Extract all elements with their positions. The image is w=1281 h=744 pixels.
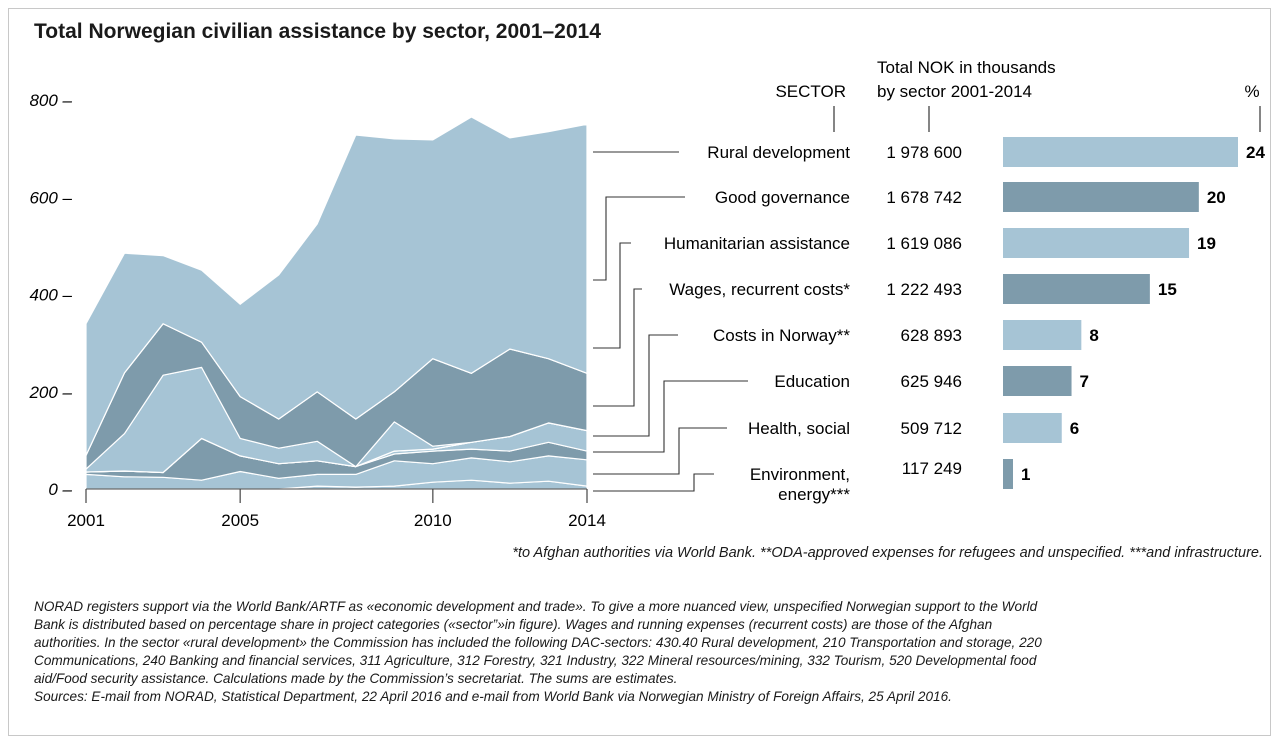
bar: [1003, 137, 1238, 167]
sector-label: Wages, recurrent costs*: [669, 280, 850, 299]
y-tick-label: 400 –: [29, 286, 72, 305]
notes-line: Bank is distributed based on percentage …: [34, 617, 993, 632]
x-tick-label: 2001: [67, 511, 105, 530]
bar: [1003, 182, 1199, 212]
header-percent: %: [1244, 82, 1259, 101]
sector-label: Costs in Norway**: [713, 326, 850, 345]
notes-line: authorities. In the sector «rural develo…: [34, 635, 1042, 650]
notes-line: Communications, 240 Banking and financia…: [34, 653, 1037, 668]
bar: [1003, 413, 1062, 443]
y-tick-label: 800 –: [29, 91, 72, 110]
sector-total: 1 222 493: [886, 280, 962, 299]
footnote: *to Afghan authorities via World Bank. *…: [512, 545, 1263, 561]
leader-line: [593, 196, 685, 281]
notes: NORAD registers support via the World Ba…: [34, 598, 1249, 706]
x-tick-label: 2014: [568, 511, 606, 530]
header-total-line2: by sector 2001-2014: [877, 82, 1032, 101]
bar-value-label: 15: [1158, 280, 1177, 299]
bar-value-label: 6: [1070, 419, 1079, 438]
sector-total: 117 249: [902, 459, 962, 478]
x-tick-label: 2005: [221, 511, 259, 530]
bar-value-label: 20: [1207, 188, 1226, 207]
bar-value-label: 1: [1021, 465, 1030, 484]
sector-total: 1 978 600: [886, 143, 962, 162]
bar: [1003, 459, 1013, 489]
bar-value-label: 24: [1246, 143, 1265, 162]
bar-chart: 24 20 19 15 8 7 6 1: [1003, 137, 1265, 489]
notes-line: Sources: E-mail from NORAD, Statistical …: [34, 689, 952, 704]
sector-total: 509 712: [901, 419, 962, 438]
header-total-line1: Total NOK in thousands: [877, 58, 1056, 77]
area-rural-development-upper: [85, 116, 588, 456]
leader-line: [593, 242, 631, 349]
leader-line: [593, 334, 678, 437]
figure-frame: [8, 8, 1271, 736]
sector-table: SECTOR Total NOK in thousands by sector …: [664, 58, 1261, 504]
leader-lines: [593, 151, 748, 492]
chart-title: Total Norwegian civilian assistance by s…: [34, 20, 601, 43]
sector-total: 628 893: [901, 326, 962, 345]
header-sector: SECTOR: [775, 82, 846, 101]
y-tick-label: 600 –: [29, 188, 72, 207]
sector-total: 625 946: [901, 372, 962, 391]
bar-value-label: 19: [1197, 234, 1216, 253]
bar: [1003, 228, 1190, 258]
sector-total: 1 619 086: [886, 234, 962, 253]
leader-line: [593, 380, 748, 453]
notes-line: aid/Food security assistance. Calculatio…: [34, 671, 678, 686]
notes-line: NORAD registers support via the World Ba…: [34, 599, 1038, 614]
sector-label: Good governance: [715, 188, 850, 207]
rural-development-top-band: [85, 116, 588, 456]
sector-label: Humanitarian assistance: [664, 234, 850, 253]
bar: [1003, 366, 1072, 396]
leader-line: [593, 288, 642, 407]
sector-label: Rural development: [707, 143, 850, 162]
sector-label: Education: [774, 372, 850, 391]
leader-line: [593, 473, 714, 492]
sector-label: Environment,: [750, 465, 850, 484]
bar: [1003, 274, 1150, 304]
axes: 2001 2005 2010 2014 0 – 200 – 400 – 600 – 800 –: [28, 91, 605, 530]
leader-line: [593, 427, 727, 475]
x-tick-label: 2010: [414, 511, 452, 530]
sector-label: energy***: [778, 485, 850, 504]
bar: [1003, 320, 1082, 350]
sector-label: Health, social: [748, 419, 850, 438]
bar-value-label: 7: [1080, 372, 1089, 391]
y-tick-label: 200 –: [28, 383, 72, 402]
sector-total: 1 678 742: [886, 188, 962, 207]
y-tick-label: 0 –: [48, 480, 72, 499]
bar-value-label: 8: [1089, 326, 1098, 345]
